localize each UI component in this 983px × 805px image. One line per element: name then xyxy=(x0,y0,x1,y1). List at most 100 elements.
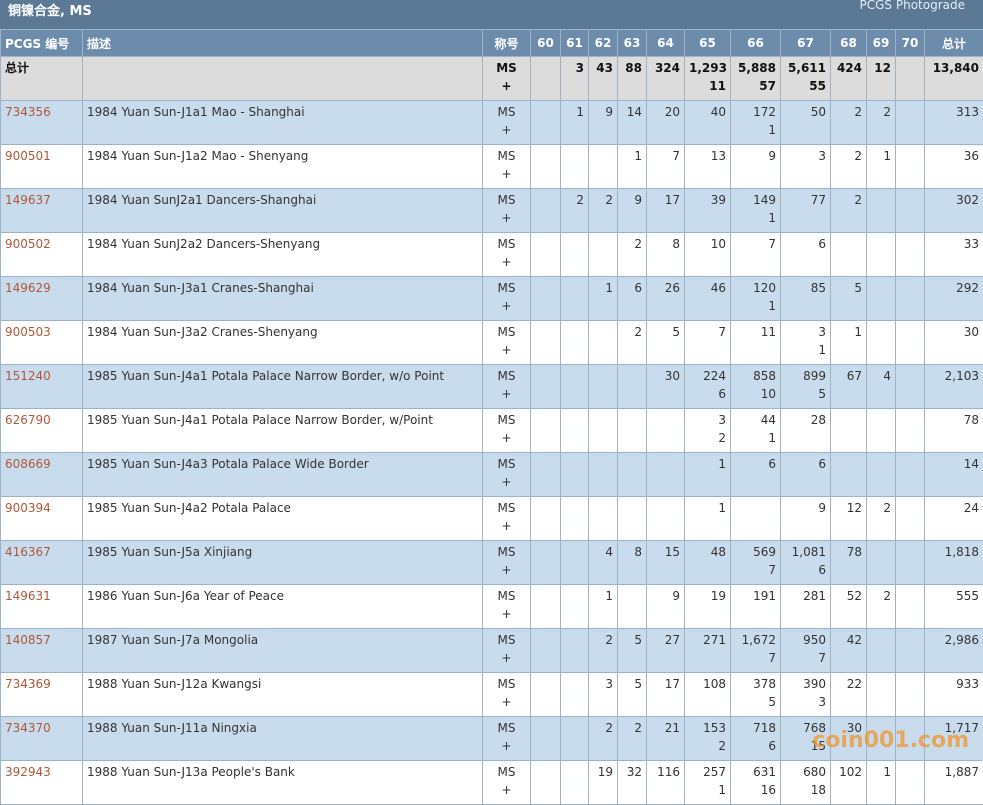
grade-count: 9 xyxy=(651,587,680,605)
grade-count: 50 xyxy=(785,103,826,121)
designation: MS xyxy=(487,191,526,209)
description-cell: 1988 Yuan Sun-J12a Kwangsi xyxy=(83,673,483,717)
grade-cell: 108 xyxy=(685,673,731,717)
column-header: 62 xyxy=(589,30,618,57)
grade-cell xyxy=(618,453,647,497)
grade-cell xyxy=(531,629,561,673)
grade-count: 2 xyxy=(622,719,642,737)
grade-cell: 15 xyxy=(647,541,685,585)
grade-cell xyxy=(561,453,589,497)
grade-cell xyxy=(561,321,589,365)
number-cell: 900501 xyxy=(1,145,83,189)
grade-cell: 6 xyxy=(781,233,831,277)
grade-cell xyxy=(589,321,618,365)
grade-count: 6 xyxy=(689,385,726,403)
number-cell: 总计 xyxy=(1,57,83,101)
grade-count: 116 xyxy=(651,763,680,781)
grade-cell xyxy=(896,585,925,629)
grade-cell: 8 xyxy=(618,541,647,585)
grade-cell xyxy=(531,453,561,497)
grade-cell: 17 xyxy=(647,673,685,717)
grade-cell xyxy=(589,409,618,453)
header-text: 65 xyxy=(699,36,716,50)
grade-count: 85 xyxy=(785,279,826,297)
pcgs-number[interactable]: 900502 xyxy=(5,235,78,253)
pcgs-number[interactable]: 900503 xyxy=(5,323,78,341)
grade-cell xyxy=(867,321,896,365)
grade-cell xyxy=(589,497,618,541)
grade-cell: 6 xyxy=(781,453,831,497)
grade-cell xyxy=(896,277,925,321)
row-total: 2,986 xyxy=(929,631,979,649)
pcgs-number[interactable]: 416367 xyxy=(5,543,78,561)
grade-cell: 3 xyxy=(589,673,618,717)
pcgs-number[interactable]: 734370 xyxy=(5,719,78,737)
column-header: 69 xyxy=(867,30,896,57)
grade-count: 2 xyxy=(871,103,891,121)
total-cell: 933 xyxy=(925,673,983,717)
designation: MS xyxy=(487,103,526,121)
pcgs-number[interactable]: 149629 xyxy=(5,279,78,297)
grade-cell: 11 xyxy=(731,321,781,365)
description-cell: 1986 Yuan Sun-J6a Year of Peace xyxy=(83,585,483,629)
pcgs-number[interactable]: 900394 xyxy=(5,499,78,517)
pcgs-number[interactable]: 734356 xyxy=(5,103,78,121)
grade-cell xyxy=(647,453,685,497)
total-cell: 292 xyxy=(925,277,983,321)
photograde-link[interactable]: PCGS Photograde xyxy=(860,0,965,12)
grade-cell: 50 xyxy=(781,101,831,145)
grade-count: 5 xyxy=(622,631,642,649)
grade-count: 1 xyxy=(785,341,826,359)
pcgs-number[interactable]: 900501 xyxy=(5,147,78,165)
grade-count: 172 xyxy=(735,103,776,121)
designation-cell: MS+ xyxy=(483,57,531,101)
grade-cell xyxy=(561,629,589,673)
pcgs-number[interactable]: 608669 xyxy=(5,455,78,473)
pcgs-number[interactable]: 392943 xyxy=(5,763,78,781)
grade-count: 1 xyxy=(622,147,642,165)
grade-cell xyxy=(561,409,589,453)
pcgs-number[interactable]: 149637 xyxy=(5,191,78,209)
grade-cell: 19 xyxy=(589,761,618,805)
grade-cell xyxy=(531,497,561,541)
grade-count: 5 xyxy=(785,385,826,403)
designation: MS xyxy=(487,543,526,561)
grade-cell xyxy=(867,189,896,233)
description: 1987 Yuan Sun-J7a Mongolia xyxy=(87,631,478,649)
grade-count: 10 xyxy=(689,235,726,253)
pcgs-number[interactable]: 626790 xyxy=(5,411,78,429)
header-text: 67 xyxy=(797,36,814,50)
grade-cell xyxy=(867,233,896,277)
description: 1985 Yuan Sun-J5a Xinjiang xyxy=(87,543,478,561)
grade-count: 1,672 xyxy=(735,631,776,649)
pcgs-number[interactable]: 140857 xyxy=(5,631,78,649)
pcgs-number[interactable]: 149631 xyxy=(5,587,78,605)
designation: + xyxy=(487,517,526,535)
grade-cell xyxy=(618,585,647,629)
pcgs-number[interactable]: 734369 xyxy=(5,675,78,693)
pcgs-number[interactable]: 151240 xyxy=(5,367,78,385)
row-total: 302 xyxy=(929,191,979,209)
grade-count: 1 xyxy=(689,455,726,473)
grade-cell xyxy=(531,145,561,189)
grade-cell xyxy=(531,57,561,101)
column-header: 总计 xyxy=(925,30,983,57)
grade-count: 4 xyxy=(871,367,891,385)
grade-count: 19 xyxy=(593,763,613,781)
row-total: 14 xyxy=(929,455,979,473)
grade-cell xyxy=(531,409,561,453)
grade-count: 52 xyxy=(835,587,862,605)
grade-count: 1 xyxy=(735,209,776,227)
grade-count: 1,293 xyxy=(689,59,726,77)
grade-cell: 9 xyxy=(618,189,647,233)
grade-count: 899 xyxy=(785,367,826,385)
grade-count: 7 xyxy=(651,147,680,165)
grade-count: 8 xyxy=(622,543,642,561)
total-cell: 78 xyxy=(925,409,983,453)
designation-cell: MS+ xyxy=(483,277,531,321)
grade-count: 7 xyxy=(735,561,776,579)
grade-count: 32 xyxy=(622,763,642,781)
